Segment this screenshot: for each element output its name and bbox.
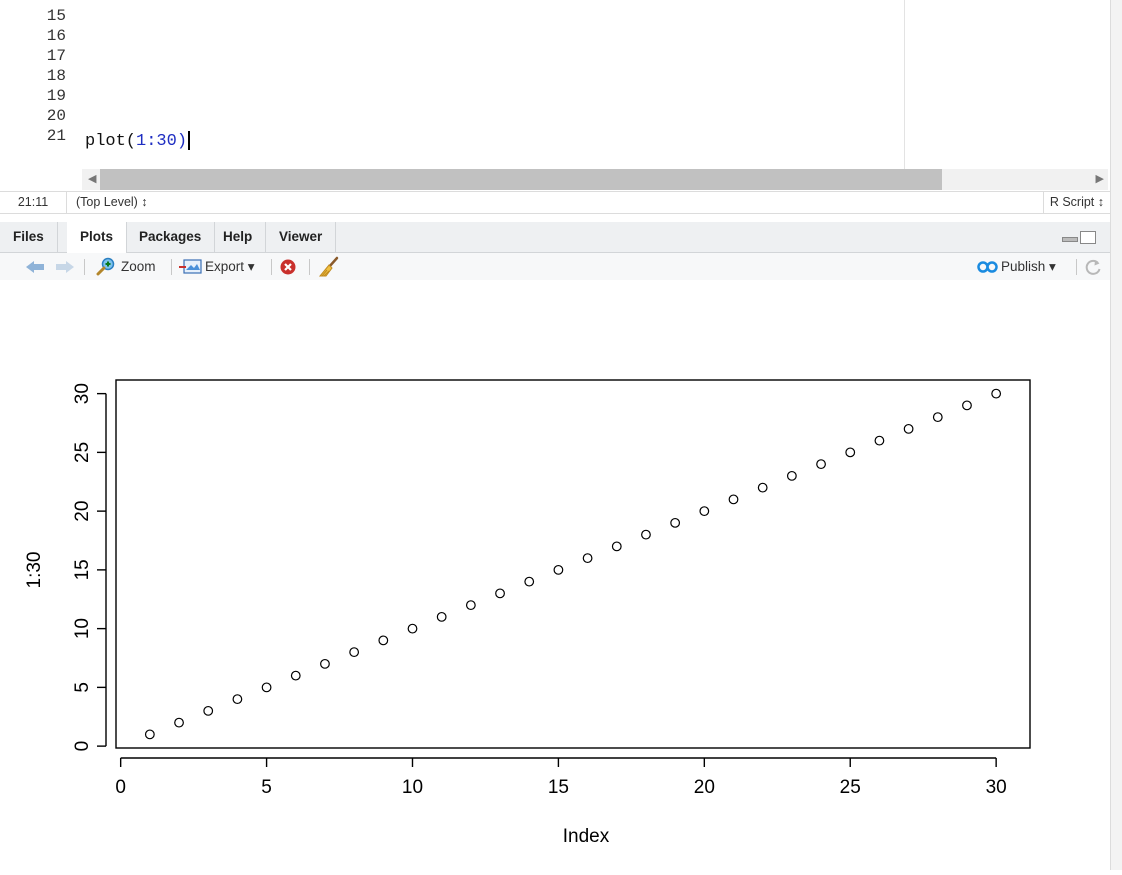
data-point (436, 611, 447, 622)
x-tick-label: 5 (261, 777, 272, 798)
pane-window-controls (1060, 231, 1096, 249)
line-number: 16 (46, 27, 66, 45)
data-point (203, 705, 214, 716)
data-point (845, 447, 856, 458)
broom-icon[interactable] (318, 256, 340, 278)
y-tick-label: 25 (72, 442, 93, 463)
text-cursor (188, 131, 191, 151)
x-tick-label: 25 (840, 777, 861, 798)
margin-line (904, 0, 905, 170)
horizontal-scrollbar[interactable]: ◀ ▶ (82, 169, 1108, 190)
zoom-icon[interactable] (96, 257, 116, 276)
back-arrow-icon[interactable] (24, 259, 46, 275)
data-point (407, 623, 418, 634)
scroll-left-icon[interactable]: ◀ (88, 173, 97, 185)
data-point (641, 529, 651, 540)
forward-arrow-icon[interactable] (54, 259, 76, 275)
data-point (174, 717, 184, 728)
vertical-scrollbar[interactable] (1110, 0, 1122, 870)
tab-plots[interactable]: Plots (67, 222, 128, 253)
pane-tab-bar: Files Plots Packages Help Viewer (0, 222, 1110, 253)
data-point (757, 482, 768, 493)
data-point (261, 682, 272, 693)
publish-menu-button[interactable]: Publish ▾ (1001, 259, 1056, 274)
data-point (553, 564, 564, 575)
x-tick-label: 30 (986, 777, 1007, 798)
data-point (932, 412, 943, 423)
data-point (962, 400, 972, 411)
plots-toolbar: Zoom Export ▾ Publish ▾ (0, 253, 1110, 281)
file-type-selector[interactable]: R Script ↕ (1042, 192, 1104, 213)
plot-viewer: 0 5 10 15 20 25 30 0 5 10 15 20 25 30 Index 1:30 (0, 280, 1110, 870)
toolbar-separator (309, 259, 310, 275)
code-arguments: 1:30) (136, 132, 188, 151)
y-tick-label: 15 (72, 559, 93, 580)
data-point (465, 600, 476, 611)
data-point (232, 694, 243, 705)
data-point (320, 658, 330, 669)
data-point (728, 494, 739, 505)
y-tick-label: 20 (72, 501, 93, 522)
data-point (582, 553, 593, 564)
x-tick-label: 15 (548, 777, 569, 798)
data-point (495, 588, 505, 599)
data-point (874, 435, 885, 446)
data-point (611, 541, 622, 552)
line-number-gutter: 15 16 17 18 19 20 21 (14, 6, 66, 146)
cursor-position: 21:11 (0, 192, 67, 213)
toolbar-separator (171, 259, 172, 275)
x-tick-label: 0 (115, 777, 126, 798)
scroll-right-icon[interactable]: ▶ (1095, 173, 1104, 185)
scrollbar-thumb[interactable] (100, 169, 942, 190)
plot-box (115, 379, 1031, 749)
maximize-pane-icon[interactable] (1080, 231, 1096, 244)
data-point (786, 470, 797, 481)
y-tick-label: 30 (72, 383, 93, 404)
line-number: 17 (46, 47, 66, 65)
tab-packages[interactable]: Packages (126, 222, 216, 252)
refresh-icon[interactable] (1084, 258, 1102, 276)
toolbar-separator (271, 259, 272, 275)
line-number: 20 (46, 107, 66, 125)
scope-selector[interactable]: (Top Level) ↕ (76, 195, 148, 209)
y-axis-label: 1:30 (24, 552, 45, 589)
data-point (903, 423, 914, 434)
data-point (524, 576, 535, 587)
publish-icon[interactable] (977, 259, 999, 275)
line-number: 19 (46, 87, 66, 105)
x-tick-label: 20 (694, 777, 715, 798)
line-number: 15 (46, 7, 66, 25)
y-tick-label: 0 (72, 741, 93, 752)
files-plots-pane: Files Plots Packages Help Viewer Zoom (0, 214, 1110, 870)
data-point (816, 459, 826, 470)
x-axis-label: Index (563, 826, 610, 847)
data-point (699, 506, 710, 517)
data-point (144, 729, 155, 740)
code-editor[interactable]: 15 16 17 18 19 20 21 plot(1:30) (0, 0, 1110, 172)
code-line-21[interactable]: plot(1:30) (85, 131, 191, 153)
export-menu-button[interactable]: Export ▾ (205, 259, 255, 274)
tab-help[interactable]: Help (210, 222, 267, 252)
zoom-button[interactable]: Zoom (121, 259, 156, 274)
data-point (290, 670, 301, 681)
data-point (349, 647, 360, 658)
scatter-plot: 0 5 10 15 20 25 30 0 5 10 15 20 25 30 Index 1:30 (24, 379, 1031, 847)
y-tick-label: 5 (72, 682, 93, 693)
y-tick-label: 10 (72, 618, 93, 639)
data-point (991, 388, 1002, 399)
tab-viewer[interactable]: Viewer (266, 222, 337, 252)
minimize-pane-icon[interactable] (1062, 237, 1078, 242)
export-icon[interactable] (179, 258, 203, 275)
x-tick-label: 10 (402, 777, 423, 798)
toolbar-separator (1076, 259, 1077, 275)
tab-files[interactable]: Files (0, 222, 58, 252)
data-point (670, 517, 681, 528)
editor-status-bar: 21:11 (Top Level) ↕ R Script ↕ (0, 191, 1110, 214)
remove-plot-icon[interactable] (279, 258, 297, 276)
toolbar-separator (84, 259, 85, 275)
data-point (378, 635, 389, 646)
line-number: 21 (46, 127, 66, 145)
code-function: plot( (85, 132, 137, 151)
line-number: 18 (46, 67, 66, 85)
